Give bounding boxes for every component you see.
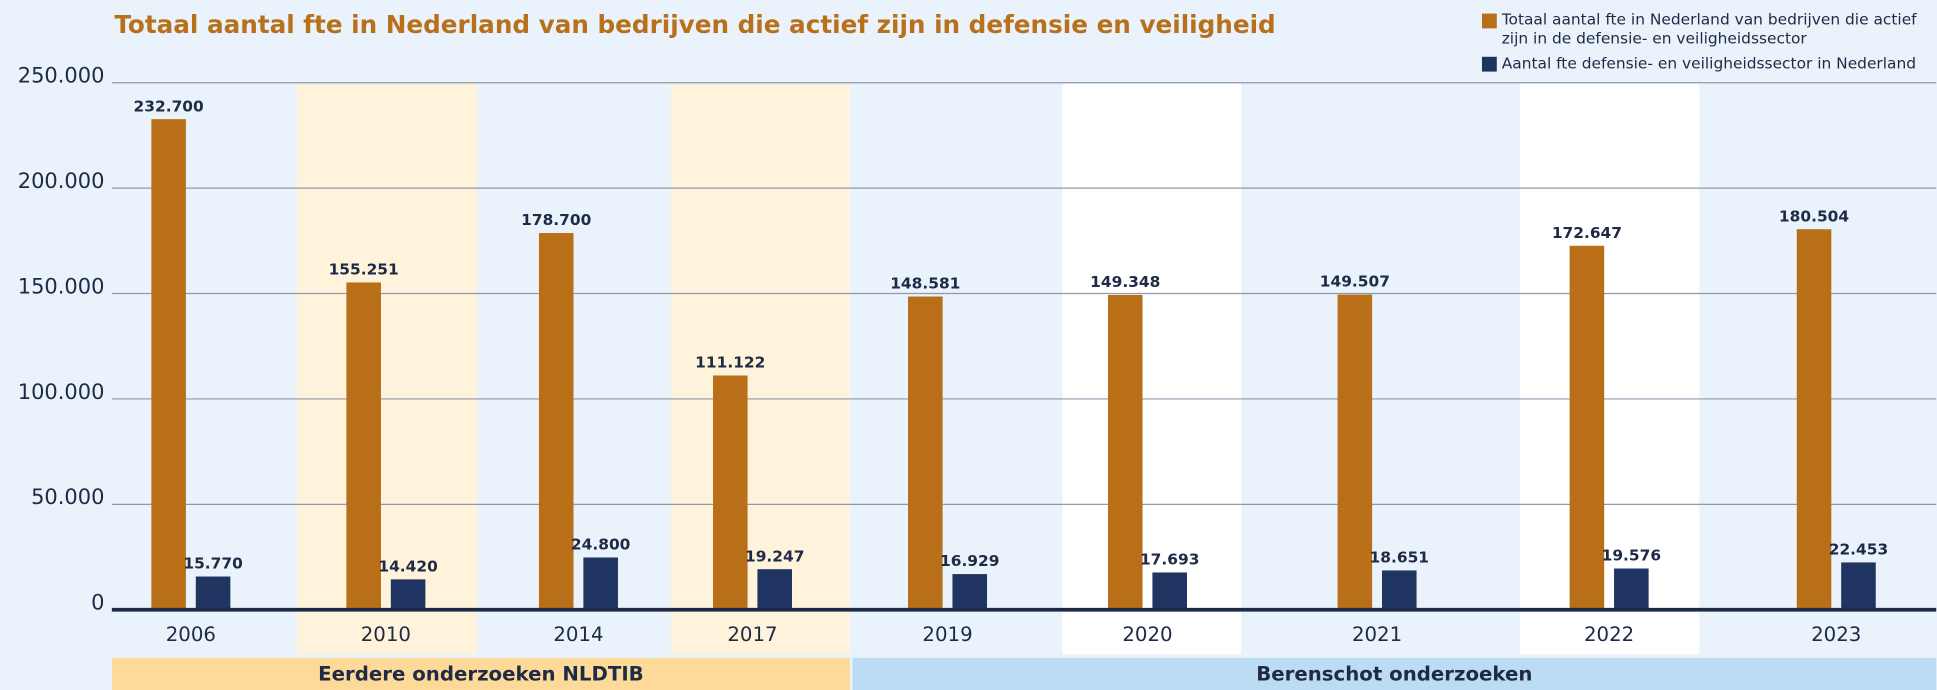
- value-label: 149.507: [1320, 273, 1390, 291]
- value-label: 17.693: [1140, 551, 1199, 569]
- bar: [346, 282, 381, 610]
- value-label: 19.576: [1602, 547, 1661, 565]
- x-tick-label: 2020: [1122, 623, 1172, 646]
- bar: [538, 233, 574, 610]
- bar: [583, 557, 618, 610]
- bar: [908, 296, 943, 610]
- y-tick-label: 100.000: [18, 380, 105, 404]
- value-label: 19.247: [745, 547, 804, 565]
- column-band: [1062, 82, 1242, 655]
- y-tick-label: 200.000: [18, 169, 105, 193]
- bar: [1107, 294, 1143, 610]
- value-label: 148.581: [890, 275, 960, 293]
- group-label: Eerdere onderzoeken NLDTIB: [318, 663, 644, 686]
- bar: [1152, 572, 1187, 610]
- y-tick-label: 50.000: [31, 485, 104, 509]
- x-tick-label: 2014: [553, 623, 603, 646]
- legend-swatch: [1481, 56, 1497, 72]
- y-tick-label: 0: [91, 591, 104, 615]
- value-label: 18.651: [1370, 549, 1429, 567]
- bar: [1841, 562, 1876, 610]
- value-label: 180.504: [1779, 207, 1849, 225]
- x-tick-label: 2021: [1352, 623, 1402, 646]
- bar: [1382, 570, 1417, 610]
- group-band: [111, 657, 851, 690]
- legend-swatch: [1481, 13, 1497, 29]
- y-tick-label: 250.000: [18, 64, 105, 88]
- column-band: [111, 82, 298, 655]
- x-tick-label: 2017: [727, 623, 777, 646]
- bar: [1614, 568, 1649, 610]
- value-label: 16.929: [940, 552, 999, 570]
- x-tick-label: 2023: [1811, 623, 1861, 646]
- x-tick-label: 2022: [1584, 623, 1634, 646]
- legend-label: Aantal fte defensie- en veiligheidssecto…: [1502, 55, 1916, 73]
- value-label: 24.800: [571, 536, 630, 554]
- group-label: Berenschot onderzoeken: [1256, 663, 1532, 686]
- column-band: [1520, 82, 1700, 655]
- group-band: [852, 657, 1937, 690]
- bar: [1796, 229, 1832, 610]
- x-tick-label: 2019: [922, 623, 972, 646]
- bar: [1569, 245, 1605, 610]
- value-label: 15.770: [183, 555, 242, 573]
- y-tick-label: 150.000: [18, 274, 105, 298]
- value-label: 22.453: [1829, 541, 1888, 559]
- x-tick-label: 2006: [166, 623, 216, 646]
- legend-label: Totaal aantal fte in Nederland van bedri…: [1501, 10, 1917, 47]
- bar: [712, 375, 748, 610]
- value-label: 178.700: [521, 211, 591, 229]
- x-tick-label: 2010: [361, 623, 411, 646]
- value-label: 111.122: [695, 354, 765, 372]
- chart-title: Totaal aantal fte in Nederland van bedri…: [114, 10, 1275, 39]
- column-band: [1241, 82, 1521, 655]
- column-band: [671, 82, 851, 655]
- bar: [151, 119, 186, 610]
- value-label: 155.251: [329, 261, 399, 279]
- value-label: 172.647: [1552, 224, 1622, 242]
- bar: [195, 576, 231, 610]
- value-label: 14.420: [378, 558, 437, 576]
- column-band: [297, 82, 478, 655]
- value-label: 232.700: [134, 97, 204, 115]
- bar: [390, 579, 426, 610]
- column-band: [477, 82, 672, 655]
- bar: [1337, 294, 1373, 610]
- column-band: [850, 82, 1063, 655]
- value-label: 149.348: [1090, 273, 1160, 291]
- bar: [757, 569, 792, 610]
- bar: [952, 574, 988, 610]
